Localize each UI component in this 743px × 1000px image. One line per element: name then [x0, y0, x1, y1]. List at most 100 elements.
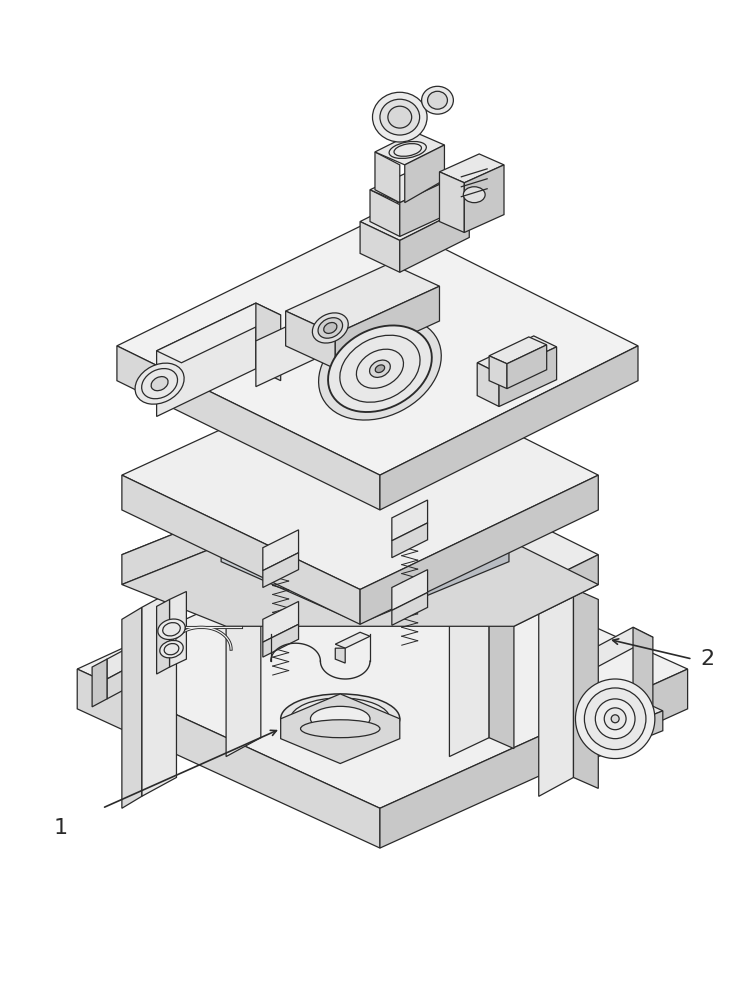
Polygon shape — [117, 217, 638, 475]
Ellipse shape — [585, 688, 646, 750]
Polygon shape — [489, 337, 547, 364]
Ellipse shape — [611, 715, 619, 723]
Polygon shape — [296, 510, 409, 560]
Polygon shape — [380, 669, 687, 848]
Ellipse shape — [311, 706, 370, 731]
Polygon shape — [514, 555, 598, 626]
Polygon shape — [285, 311, 335, 369]
Ellipse shape — [389, 141, 426, 158]
Polygon shape — [157, 303, 281, 363]
Ellipse shape — [464, 187, 485, 203]
Ellipse shape — [164, 644, 179, 655]
Polygon shape — [489, 549, 514, 749]
Ellipse shape — [372, 92, 427, 142]
Polygon shape — [226, 549, 261, 757]
Ellipse shape — [427, 91, 447, 109]
Polygon shape — [554, 697, 663, 743]
Polygon shape — [477, 363, 499, 407]
Polygon shape — [281, 694, 400, 764]
Polygon shape — [122, 513, 598, 596]
Ellipse shape — [163, 623, 181, 636]
Polygon shape — [464, 165, 504, 232]
Polygon shape — [440, 172, 464, 232]
Polygon shape — [499, 347, 557, 407]
Ellipse shape — [319, 317, 441, 420]
Polygon shape — [77, 530, 687, 808]
Polygon shape — [574, 589, 598, 788]
Ellipse shape — [281, 694, 400, 744]
Ellipse shape — [576, 679, 655, 759]
Polygon shape — [169, 591, 186, 667]
Ellipse shape — [151, 377, 168, 391]
Polygon shape — [77, 669, 380, 848]
Ellipse shape — [388, 106, 412, 128]
Polygon shape — [360, 187, 470, 240]
Polygon shape — [633, 627, 653, 717]
Ellipse shape — [421, 86, 453, 114]
Polygon shape — [107, 647, 166, 699]
Polygon shape — [360, 222, 400, 272]
Polygon shape — [122, 543, 598, 626]
Polygon shape — [256, 313, 316, 387]
Ellipse shape — [595, 699, 635, 739]
Ellipse shape — [312, 313, 348, 343]
Ellipse shape — [318, 318, 343, 338]
Polygon shape — [554, 729, 583, 763]
Polygon shape — [370, 190, 400, 236]
Polygon shape — [440, 154, 504, 183]
Ellipse shape — [394, 144, 421, 156]
Polygon shape — [380, 346, 638, 510]
Polygon shape — [221, 530, 360, 623]
Polygon shape — [375, 132, 444, 165]
Ellipse shape — [135, 363, 184, 404]
Polygon shape — [122, 475, 360, 624]
Polygon shape — [360, 530, 509, 623]
Polygon shape — [574, 659, 594, 749]
Polygon shape — [539, 589, 574, 796]
Polygon shape — [263, 624, 299, 657]
Polygon shape — [256, 303, 281, 381]
Polygon shape — [392, 592, 427, 625]
Polygon shape — [117, 346, 380, 510]
Ellipse shape — [328, 325, 432, 412]
Polygon shape — [583, 711, 663, 763]
Polygon shape — [122, 361, 598, 589]
Ellipse shape — [380, 99, 420, 135]
Polygon shape — [375, 152, 400, 203]
Polygon shape — [400, 180, 450, 236]
Polygon shape — [405, 145, 444, 203]
Polygon shape — [92, 659, 107, 707]
Polygon shape — [370, 167, 450, 203]
Polygon shape — [392, 523, 427, 558]
Polygon shape — [122, 513, 226, 585]
Polygon shape — [122, 607, 142, 808]
Polygon shape — [489, 356, 507, 389]
Polygon shape — [507, 345, 547, 389]
Polygon shape — [392, 500, 427, 541]
Polygon shape — [157, 599, 169, 674]
Polygon shape — [221, 468, 509, 591]
Polygon shape — [360, 475, 598, 624]
Polygon shape — [477, 336, 557, 374]
Polygon shape — [263, 530, 299, 571]
Polygon shape — [335, 286, 440, 369]
Ellipse shape — [357, 349, 403, 388]
Polygon shape — [400, 206, 470, 272]
Polygon shape — [335, 648, 345, 663]
Polygon shape — [107, 627, 166, 679]
Ellipse shape — [142, 369, 178, 399]
Polygon shape — [142, 589, 177, 796]
Text: 2: 2 — [701, 649, 715, 669]
Ellipse shape — [340, 335, 420, 402]
Polygon shape — [574, 627, 653, 669]
Ellipse shape — [324, 323, 337, 333]
Ellipse shape — [369, 360, 390, 377]
Polygon shape — [256, 494, 370, 544]
Polygon shape — [263, 553, 299, 588]
Ellipse shape — [291, 698, 390, 740]
Ellipse shape — [160, 640, 184, 658]
Polygon shape — [263, 601, 299, 642]
Polygon shape — [392, 570, 427, 610]
Text: 1: 1 — [53, 818, 68, 838]
Polygon shape — [450, 549, 489, 757]
